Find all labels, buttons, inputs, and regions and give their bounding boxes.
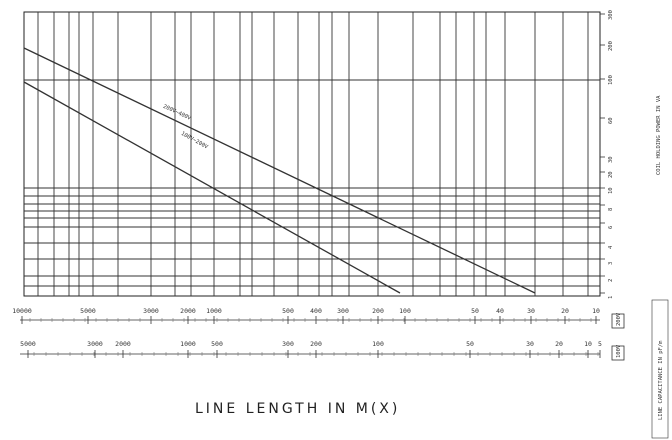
right-tick-label: 1 (608, 296, 614, 299)
right-axis-ticks: 300 200 100 60 30 20 10 8 6 4 3 2 1 (600, 10, 614, 299)
axis-top-unit: 200V (616, 312, 622, 326)
right-tick-label: 8 (608, 208, 614, 211)
axis-top-tick-label: 40 (496, 307, 504, 315)
right-axis-label: COIL HOLDING POWER IN VA (656, 95, 662, 175)
vertical-gridlines (37, 12, 589, 296)
series-line-100-200 (23, 81, 401, 294)
axis-bottom-ticks: 5000 3000 2000 1000 500 300 200 100 50 30 20 10 5 (20, 340, 602, 358)
axis-top-tick-label: 500 (282, 307, 294, 315)
axis-top-tick-label: 50 (471, 307, 479, 315)
axis-top-tick-label: 10000 (12, 307, 32, 315)
axis-bottom-tick-label: 1000 (180, 340, 196, 348)
right-tick-label: 2 (608, 279, 614, 282)
series-label-100-200: 100V~200V (180, 131, 210, 151)
right-tick-label: 20 (608, 171, 614, 178)
axis-top-tick-label: 100 (399, 307, 411, 315)
axis-top-tick-label: 3000 (143, 307, 159, 315)
series-line-200-400 (23, 47, 536, 294)
axis-bottom-tick-label: 3000 (87, 340, 103, 348)
axis-top-tick-label: 10 (592, 307, 600, 315)
horizontal-gridlines (24, 79, 600, 287)
axis-bottom-tick-label: 300 (282, 340, 294, 348)
side-label: LINE CAPACITANCE IN pF/m (658, 340, 664, 420)
axis-top-tick-label: 2000 (180, 307, 196, 315)
axis-bottom-tick-label: 10 (584, 340, 592, 348)
axis-top-tick-label: 1000 (206, 307, 222, 315)
x-axis-label: LINE LENGTH IN M(X) (195, 401, 400, 417)
right-tick-label: 3 (608, 262, 614, 265)
axis-top-tick-label: 5000 (80, 307, 96, 315)
axis-top-tick-label: 20 (561, 307, 569, 315)
right-tick-label: 30 (608, 156, 614, 163)
axis-top-unit-box (611, 313, 625, 329)
series-label-200-400: 200V~400V (162, 104, 192, 122)
plot-frame (23, 11, 601, 297)
axis-bottom-tick-label: 200 (310, 340, 322, 348)
side-label-box (651, 299, 669, 439)
axis-bottom-tick-label: 20 (555, 340, 563, 348)
axis-bottom-tick-label: 30 (526, 340, 534, 348)
axis-top-tick-label: 200 (372, 307, 384, 315)
right-tick-label: 100 (608, 75, 614, 85)
axis-bottom-tick-label: 2000 (115, 340, 131, 348)
right-tick-label: 200 (608, 41, 614, 51)
axis-bottom-unit-box (611, 345, 625, 361)
axis-bottom-tick-label: 5000 (20, 340, 36, 348)
right-tick-label: 300 (608, 10, 614, 20)
axis-bottom-tick-label: 100 (372, 340, 384, 348)
right-tick-label: 10 (608, 187, 614, 194)
axis-bottom-tick-label: 50 (466, 340, 474, 348)
axis-top-tick-label: 300 (337, 307, 349, 315)
right-tick-label: 6 (608, 226, 614, 229)
right-tick-label: 4 (608, 245, 614, 249)
axis-bottom-unit: 100V (616, 344, 622, 358)
axis-bottom-tick-label: 500 (211, 340, 223, 348)
axis-bottom-tick-label: 5 (598, 340, 602, 348)
axis-top-ticks: 10000 5000 3000 2000 1000 500 400 300 200 100 50 40… (12, 307, 600, 324)
axis-top-tick-label: 400 (310, 307, 322, 315)
right-tick-label: 60 (608, 117, 614, 124)
axis-top-tick-label: 30 (527, 307, 535, 315)
